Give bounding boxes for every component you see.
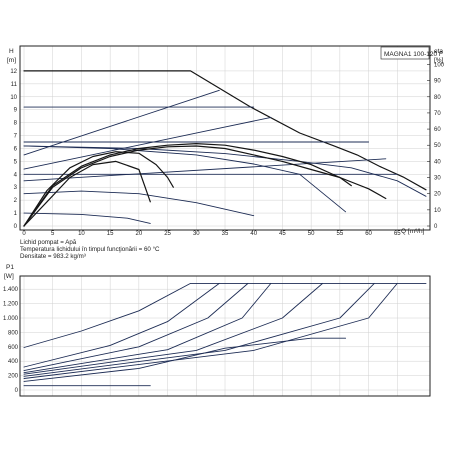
bottom-y-label-unit: [W] [4, 273, 14, 280]
top-proportional-pressure-line-2 [23, 116, 272, 170]
top-proportional-pressure-line-1 [23, 89, 220, 156]
top-y-tick-label: 6 [14, 146, 18, 152]
top-x-tick-label: 35 [222, 231, 229, 237]
top-x-tick-label: 50 [308, 231, 315, 237]
bottom-y-tick-label: 1.000 [3, 316, 19, 322]
top-x-tick-label: 5 [51, 231, 55, 237]
bottom-y-tick-label: 0 [15, 388, 19, 394]
note-liquid: Lichid pompat = Apă [20, 239, 77, 246]
top-head-max-constant-curve-line-0 [23, 70, 427, 191]
top-y2-tick-label: 0 [434, 224, 438, 230]
bottom-y-tick-label: 200 [8, 374, 19, 380]
top-y2-tick-label: 90 [434, 79, 441, 85]
note-density: Densitate = 983.2 kg/m³ [20, 253, 86, 260]
top-x-tick-label: 10 [78, 231, 85, 237]
bottom-chart-series [23, 282, 427, 387]
chart-title: MAGNA1 100-120 F [384, 51, 443, 58]
bottom-power-line-6 [23, 282, 398, 379]
top-efficiency-line-13 [23, 151, 174, 227]
top-chart-grid [20, 46, 430, 230]
top-y-tick-label: 8 [14, 121, 18, 127]
bottom-chart-frame [19, 275, 431, 397]
top-y-tick-label: 4 [14, 172, 18, 178]
top-y2-tick-label: 50 [434, 143, 441, 149]
top-chart-series [23, 70, 427, 227]
top-x-tick-label: 0 [22, 231, 26, 237]
top-y2-tick-label: 20 [434, 192, 441, 198]
bottom-power-line-0 [23, 282, 427, 348]
chart-title-box [380, 46, 430, 60]
top-pump-curves-line-9 [23, 190, 255, 217]
bottom-power-line-5 [23, 282, 375, 377]
top-y-tick-label: 11 [11, 82, 18, 88]
top-y2-label-symbol: eta [434, 48, 443, 55]
top-y-tick-label: 9 [14, 108, 18, 114]
top-efficiency-line-12 [23, 143, 352, 227]
top-x-tick-label: 60 [365, 231, 372, 237]
top-y2-tick-label: 60 [434, 127, 441, 133]
top-x-tick-label: 15 [107, 231, 114, 237]
top-y2-tick-label: 10 [434, 208, 441, 214]
bottom-power-line-2 [23, 282, 249, 372]
top-x-tick-label: 20 [136, 231, 143, 237]
top-y-tick-label: 7 [14, 134, 18, 140]
top-y-label-symbol: H [9, 48, 14, 55]
bottom-y-label-symbol: P1 [6, 264, 14, 271]
top-pump-curves-line-7 [23, 145, 347, 213]
top-x-tick-label: 30 [193, 231, 200, 237]
bottom-chart-grid [20, 276, 430, 396]
bottom-power-line-7 [23, 337, 347, 382]
top-y-tick-label: 5 [14, 159, 18, 165]
top-x-tick-label: 45 [279, 231, 286, 237]
top-y-label-unit: [m] [7, 57, 16, 64]
top-y-tick-label: 0 [14, 224, 18, 230]
top-efficiency-line-14 [23, 160, 151, 227]
top-x-tick-label: 65 [394, 231, 401, 237]
top-y-tick-label: 12 [10, 69, 17, 75]
top-x-tick-label: 40 [250, 231, 257, 237]
top-y2-tick-label: 40 [434, 159, 441, 165]
bottom-y-tick-label: 600 [8, 345, 19, 351]
bottom-chart-ticks: 0 200 400 600 800 1.000 1.200 1.400 [3, 287, 19, 394]
top-y2-tick-label: 30 [434, 176, 441, 182]
bottom-power-line-4 [23, 282, 324, 375]
bottom-power-line-3 [23, 282, 272, 374]
bottom-y-tick-label: 800 [8, 330, 19, 336]
top-efficiency-line-11 [23, 145, 387, 227]
top-chart-ticks: 0 5 10 15 20 25 30 35 40 45 50 55 60 6501234567891011… [10, 62, 444, 237]
top-chart-frame [19, 45, 431, 231]
bottom-y-tick-label: 1.200 [3, 302, 19, 308]
top-proportional-pressure-line-3 [23, 158, 387, 182]
top-y2-tick-label: 100 [434, 62, 445, 68]
top-x-tick-label: 25 [164, 231, 171, 237]
top-x-tick-label: 55 [337, 231, 344, 237]
top-y-tick-label: 1 [14, 211, 18, 217]
top-y2-label-unit: [%] [434, 57, 444, 64]
top-y-tick-label: 2 [14, 198, 18, 204]
top-y-tick-label: 10 [10, 95, 17, 101]
bottom-y-tick-label: 400 [8, 359, 19, 365]
note-temperature: Temperatura lichidului în timpul funcţio… [20, 246, 160, 253]
top-y2-tick-label: 80 [434, 95, 441, 101]
top-y2-tick-label: 70 [434, 111, 441, 117]
top-x-label: Q [m³/h] [401, 228, 425, 235]
bottom-power-line-1 [23, 282, 220, 368]
top-y-tick-label: 3 [14, 185, 18, 191]
bottom-y-tick-label: 1.400 [3, 287, 19, 293]
top-pump-curves-line-10 [23, 212, 151, 224]
